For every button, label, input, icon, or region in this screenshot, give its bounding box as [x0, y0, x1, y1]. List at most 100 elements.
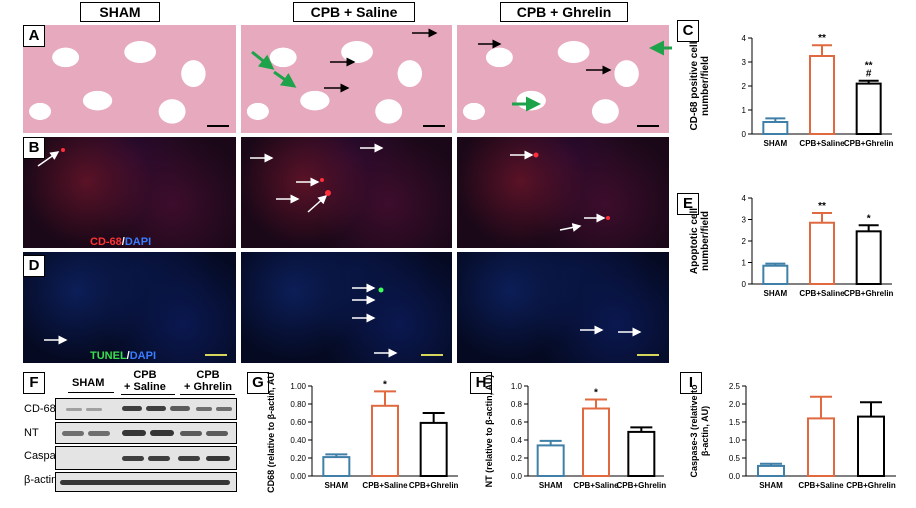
- y-tick-label: 1: [742, 106, 747, 115]
- tunel-image-sham: [23, 252, 236, 363]
- bar: [855, 230, 882, 285]
- cd68-image-cpb-ghrelin: [457, 137, 669, 248]
- bar: [762, 264, 789, 285]
- y-tick-label: 0.40: [290, 436, 306, 445]
- y-tick-label: 0.80: [290, 400, 306, 409]
- stain-marker-tunel: TUNEL: [90, 350, 127, 362]
- category-label: CPB+Saline: [799, 139, 845, 148]
- y-axis-label: CD-68 positive cellnumber/field: [689, 41, 711, 130]
- scale-bar: [421, 354, 443, 356]
- y-tick-label: 1.5: [729, 418, 741, 427]
- panel-label-i: I: [680, 372, 702, 394]
- y-tick-label: 1.0: [729, 436, 741, 445]
- panel-label-g: G: [247, 372, 269, 394]
- scale-bar: [207, 125, 229, 127]
- he-image-cpb-saline: [241, 25, 452, 133]
- category-label: CPB+Saline: [362, 481, 408, 490]
- chart-i: 0.0 0.5 1.0 1.5 2.0 2.5 Caspase-3 (relative to…: [689, 382, 896, 490]
- category-label: SHAM: [539, 481, 563, 490]
- blot-group-label-sham: SHAM: [72, 377, 105, 389]
- y-tick-label: 0.20: [290, 454, 306, 463]
- y-tick-label: 4: [742, 194, 747, 203]
- y-tick-label: 0.6: [511, 418, 523, 427]
- y-tick-label: 3: [742, 216, 747, 225]
- significance-label: #: [866, 69, 872, 80]
- chart-g: 0.00 0.20 0.40 0.60 0.80 1.00 CD68 (relative t…: [266, 372, 459, 493]
- bar: [757, 464, 785, 477]
- stain-label-cd68: CD-68/DAPI: [90, 236, 151, 248]
- chart-e: 0 1 2 3 4 Apoptotic cellnumber/field SHAM ** CPB…: [689, 194, 894, 298]
- he-image-sham: [23, 25, 236, 133]
- category-label: CPB+Saline: [798, 481, 844, 490]
- y-axis-label: Apoptotic cellnumber/field: [689, 208, 711, 274]
- chart-c: 0 1 2 3 4 CD-68 positive cellnumber/field SHAM…: [689, 33, 894, 148]
- y-tick-label: 0.2: [511, 454, 523, 463]
- blot-strip-cd68: [55, 398, 237, 420]
- category-label: CPB+Ghrelin: [846, 481, 896, 490]
- stain-label-tunel: TUNEL/DAPI: [90, 350, 156, 362]
- category-label: SHAM: [764, 139, 788, 148]
- stain-marker-cd68: CD-68: [90, 236, 122, 248]
- blot-group-underline: [180, 394, 235, 395]
- y-tick-label: 0.0: [729, 472, 741, 481]
- y-tick-label: 3: [742, 58, 747, 67]
- category-label: CPB+Saline: [799, 289, 845, 298]
- significance-label: *: [594, 388, 598, 399]
- y-tick-label: 1: [742, 259, 747, 268]
- y-tick-label: 0.8: [511, 400, 523, 409]
- stain-marker-dapi: DAPI: [129, 350, 157, 362]
- blot-row-label: β-actin: [24, 474, 58, 486]
- y-tick-label: 0.0: [511, 472, 523, 481]
- blot-row-label: NT: [24, 427, 39, 439]
- category-label: CPB+Ghrelin: [844, 139, 894, 148]
- y-tick-label: 2.5: [729, 382, 741, 391]
- cd68-image-sham: [23, 137, 236, 248]
- blot-row-label: CD-68: [24, 403, 56, 415]
- panel-label-a: A: [23, 25, 45, 47]
- blot-strip-nt: [55, 422, 237, 444]
- blot-group-label-cpb-ghrelin: CPB + Ghrelin: [184, 369, 232, 393]
- chart-h: 0.0 0.2 0.4 0.6 0.8 1.0 NT (relative to β-acti…: [484, 375, 666, 490]
- scale-bar: [423, 125, 445, 127]
- significance-label: *: [383, 379, 387, 390]
- significance-label: *: [867, 213, 871, 224]
- scale-bar: [205, 354, 227, 356]
- y-tick-label: 1.00: [290, 382, 306, 391]
- stain-separator: /: [126, 350, 130, 362]
- y-tick-label: 0: [742, 280, 747, 289]
- scale-bar: [637, 354, 659, 356]
- bar: [322, 456, 351, 477]
- scale-bar: [637, 125, 659, 127]
- y-tick-label: 2: [742, 82, 747, 91]
- y-tick-label: 0: [742, 130, 747, 139]
- bar: [809, 55, 835, 135]
- y-axis-label: NT (relative to β-actin, AU): [484, 375, 494, 488]
- column-header-cpb-saline: CPB + Saline: [293, 2, 415, 22]
- bar: [762, 121, 789, 135]
- category-label: CPB+Ghrelin: [844, 289, 894, 298]
- panel-label-f: F: [23, 372, 45, 394]
- blot-strip-beta-actin: [55, 472, 237, 492]
- bar: [809, 221, 835, 285]
- panel-label-d: D: [23, 255, 45, 277]
- bar: [627, 430, 656, 477]
- tunel-image-cpb-ghrelin: [457, 252, 669, 363]
- category-label: SHAM: [325, 481, 349, 490]
- blot-group-underline: [68, 392, 114, 393]
- bar: [857, 415, 885, 477]
- y-tick-label: 0.00: [290, 472, 306, 481]
- bar: [582, 407, 610, 477]
- bar: [536, 444, 565, 478]
- panel-label-h: H: [470, 372, 492, 394]
- y-tick-label: 0.4: [511, 436, 523, 445]
- column-header-cpb-ghrelin: CPB + Ghrelin: [500, 2, 628, 22]
- column-header-sham: SHAM: [80, 2, 160, 22]
- significance-label: **: [865, 61, 873, 72]
- bar: [371, 404, 399, 477]
- panel-label-e: E: [677, 193, 699, 215]
- stain-separator: /: [121, 236, 125, 248]
- blot-group-underline: [121, 394, 175, 395]
- cd68-image-cpb-saline: [241, 137, 452, 248]
- bar: [419, 421, 448, 477]
- category-label: CPB+Saline: [573, 481, 619, 490]
